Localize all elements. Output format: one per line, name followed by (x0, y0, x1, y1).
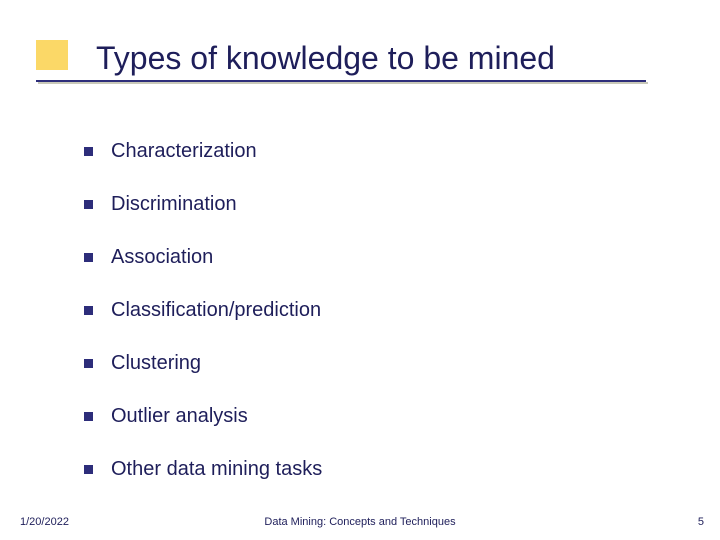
bullet-icon (84, 359, 93, 368)
list-item: Characterization (84, 140, 322, 163)
bullet-icon (84, 412, 93, 421)
bullet-icon (84, 465, 93, 474)
footer-title: Data Mining: Concepts and Techniques (0, 516, 720, 528)
list-item: Other data mining tasks (84, 458, 322, 481)
list-item: Association (84, 246, 322, 269)
slide-title: Types of knowledge to be mined (96, 40, 555, 77)
content-list: Characterization Discrimination Associat… (84, 140, 322, 511)
footer-page-number: 5 (698, 516, 704, 528)
item-label: Classification/prediction (111, 299, 321, 322)
bullet-icon (84, 200, 93, 209)
footer: 1/20/2022 Data Mining: Concepts and Tech… (0, 512, 720, 528)
item-label: Other data mining tasks (111, 458, 322, 481)
list-item: Classification/prediction (84, 299, 322, 322)
bullet-icon (84, 147, 93, 156)
list-item: Outlier analysis (84, 405, 322, 428)
bullet-icon (84, 306, 93, 315)
item-label: Characterization (111, 140, 257, 163)
list-item: Clustering (84, 352, 322, 375)
item-label: Outlier analysis (111, 405, 248, 428)
item-label: Association (111, 246, 213, 269)
list-item: Discrimination (84, 193, 322, 216)
item-label: Discrimination (111, 193, 237, 216)
title-underline-shadow (38, 82, 648, 84)
accent-box (36, 40, 68, 70)
bullet-icon (84, 253, 93, 262)
item-label: Clustering (111, 352, 201, 375)
